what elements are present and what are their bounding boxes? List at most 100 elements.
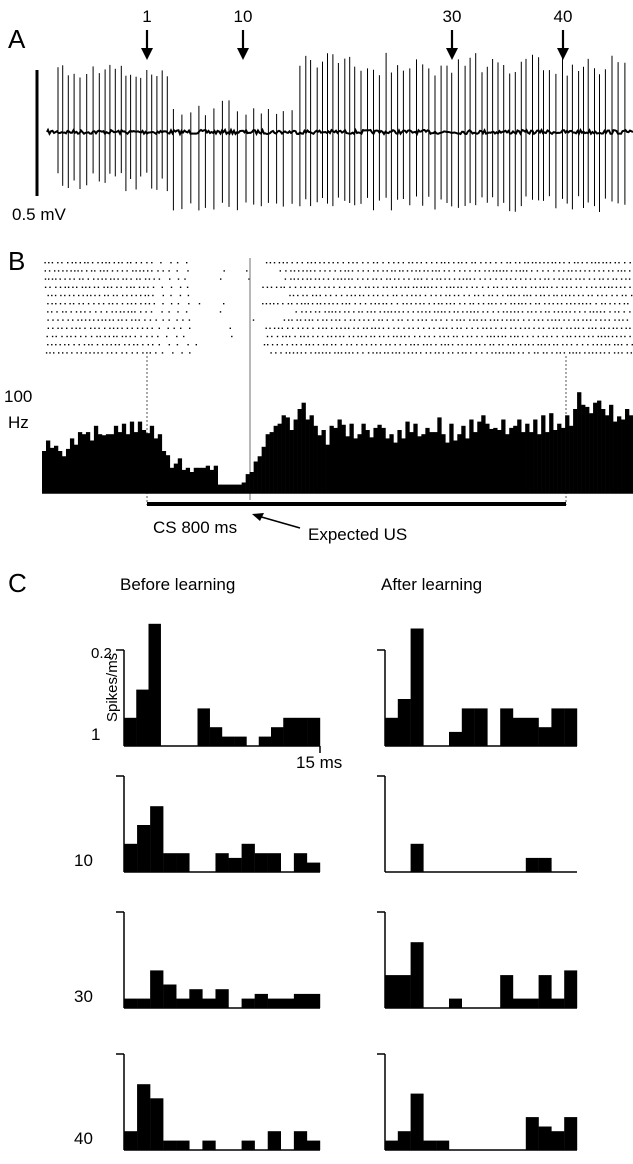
- raster-spike: [495, 270, 498, 272]
- raster-spike: [334, 311, 337, 313]
- raster-spike: [423, 303, 425, 305]
- raster-spike: [514, 335, 516, 338]
- raster-spike: [131, 352, 133, 354]
- raster-spike: [573, 294, 575, 297]
- raster-spike: [310, 352, 312, 354]
- hist-bar: [258, 736, 272, 746]
- raster-spike: [282, 303, 284, 305]
- raster-spike: [55, 278, 57, 280]
- raster-spike: [425, 311, 427, 313]
- raster-spike: [306, 278, 308, 280]
- raster-spike: [425, 262, 428, 264]
- raster-spike: [553, 344, 555, 346]
- psth-bar: [557, 423, 562, 493]
- raster-spike: [82, 278, 84, 280]
- hist-bar: [254, 993, 268, 1008]
- raster-spike: [70, 311, 72, 313]
- raster-spike: [411, 262, 414, 264]
- hist-bar: [215, 989, 229, 1008]
- raster-spike: [351, 278, 353, 280]
- raster-spike: [433, 303, 435, 305]
- raster-spike: [144, 303, 147, 305]
- raster-spike: [627, 303, 629, 305]
- raster-spike: [377, 270, 379, 272]
- raster-spike: [504, 335, 507, 338]
- raster-spike: [417, 311, 419, 313]
- raster-spike: [312, 335, 314, 338]
- raster-spike: [296, 303, 298, 305]
- raster-spike: [410, 344, 412, 346]
- raster-spike: [59, 286, 62, 288]
- raster-spike: [286, 344, 288, 346]
- raster-spike: [457, 294, 460, 297]
- raster-spike: [161, 352, 164, 354]
- hist-bar: [293, 853, 308, 872]
- raster-spike: [391, 352, 394, 354]
- raster-spike: [588, 327, 590, 329]
- cs-label: CS 800 ms: [153, 518, 237, 537]
- trial-row-label: 40: [74, 1129, 93, 1148]
- raster-spike: [420, 286, 422, 288]
- raster-spike: [556, 344, 559, 346]
- raster-plot: [44, 262, 633, 354]
- raster-spike: [434, 352, 437, 354]
- raster-spike: [438, 327, 441, 329]
- raster-spike: [548, 303, 550, 305]
- hist-bar: [280, 998, 295, 1008]
- raster-spike: [321, 335, 324, 338]
- raster-spike: [108, 303, 110, 305]
- raster-spike: [589, 303, 592, 305]
- raster-spike: [412, 311, 414, 313]
- raster-spike: [124, 344, 126, 346]
- raster-spike: [382, 270, 384, 272]
- psth-bar: [73, 444, 79, 493]
- raster-spike: [532, 335, 534, 338]
- raster-spike: [566, 278, 568, 280]
- raster-spike: [323, 262, 325, 264]
- raster-spike: [604, 303, 606, 305]
- raster-spike: [322, 327, 324, 329]
- raster-spike: [370, 311, 372, 313]
- raster-spike: [328, 311, 330, 313]
- hist-bar: [410, 1093, 424, 1150]
- raster-spike: [544, 278, 546, 280]
- raster-spike: [426, 278, 428, 280]
- raster-spike: [87, 262, 89, 264]
- raster-spike: [111, 270, 114, 272]
- raster-spike: [319, 294, 321, 297]
- raster-spike: [282, 262, 284, 264]
- raster-spike: [334, 344, 337, 346]
- raster-spike: [126, 286, 128, 288]
- hist-bar: [163, 984, 177, 1008]
- raster-spike: [401, 319, 403, 321]
- raster-spike: [149, 352, 151, 354]
- raster-spike: [510, 303, 512, 305]
- raster-spike: [140, 262, 143, 264]
- raster-spike: [177, 278, 180, 280]
- raster-spike: [306, 294, 308, 297]
- raster-spike: [276, 335, 279, 338]
- raster-spike: [280, 286, 282, 288]
- raster-spike: [498, 352, 501, 354]
- raster-spike: [223, 303, 225, 305]
- raster-spike: [64, 294, 66, 297]
- hist-bar: [202, 998, 216, 1008]
- raster-spike: [340, 294, 343, 297]
- raster-spike: [291, 303, 293, 305]
- raster-spike: [289, 335, 291, 338]
- trial-row-label: 30: [74, 987, 93, 1006]
- column-title-before: Before learning: [120, 575, 235, 594]
- raster-spike: [603, 327, 605, 329]
- raster-spike: [431, 270, 434, 272]
- raster-spike: [523, 294, 525, 297]
- raster-spike: [629, 327, 631, 329]
- raster-spike: [106, 352, 109, 354]
- psth-bar: [505, 434, 510, 493]
- raster-spike: [314, 352, 317, 354]
- raster-spike: [371, 327, 373, 329]
- hist-bar: [241, 1140, 255, 1150]
- raster-spike: [518, 303, 520, 305]
- raster-spike: [513, 352, 515, 354]
- raster-spike: [318, 286, 321, 288]
- raster-spike: [375, 278, 378, 280]
